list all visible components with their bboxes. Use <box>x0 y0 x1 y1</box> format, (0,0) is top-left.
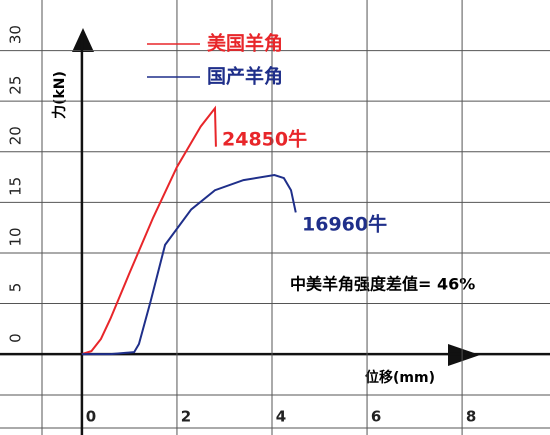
legend-label: 美国羊角 <box>207 32 283 55</box>
y-tick-label: 10 <box>7 227 25 246</box>
y-axis-label: 力(kN) <box>51 71 68 119</box>
x-tick-label: 4 <box>276 408 286 426</box>
x-tick-label: 6 <box>371 408 381 426</box>
legend-label: 国产羊角 <box>207 65 283 88</box>
y-tick-label: 15 <box>7 177 25 196</box>
x-tick-label: 2 <box>181 408 191 426</box>
data-line <box>81 174 297 356</box>
y-tick-label: 20 <box>7 126 25 145</box>
data-line <box>81 105 217 356</box>
y-tick-label: 25 <box>7 76 25 95</box>
y-tick-label: 5 <box>7 283 25 293</box>
annotation: 24850牛 <box>222 128 307 151</box>
x-tick-label: 0 <box>86 408 96 426</box>
x-axis-label: 位移(mm) <box>365 369 435 386</box>
y-tick-label: 0 <box>7 333 25 343</box>
annotation: 16960牛 <box>302 213 387 236</box>
x-tick-label: 8 <box>466 408 476 426</box>
y-tick-label: 30 <box>7 25 25 44</box>
annotation: 中美羊角强度差值= 46% <box>290 275 475 294</box>
